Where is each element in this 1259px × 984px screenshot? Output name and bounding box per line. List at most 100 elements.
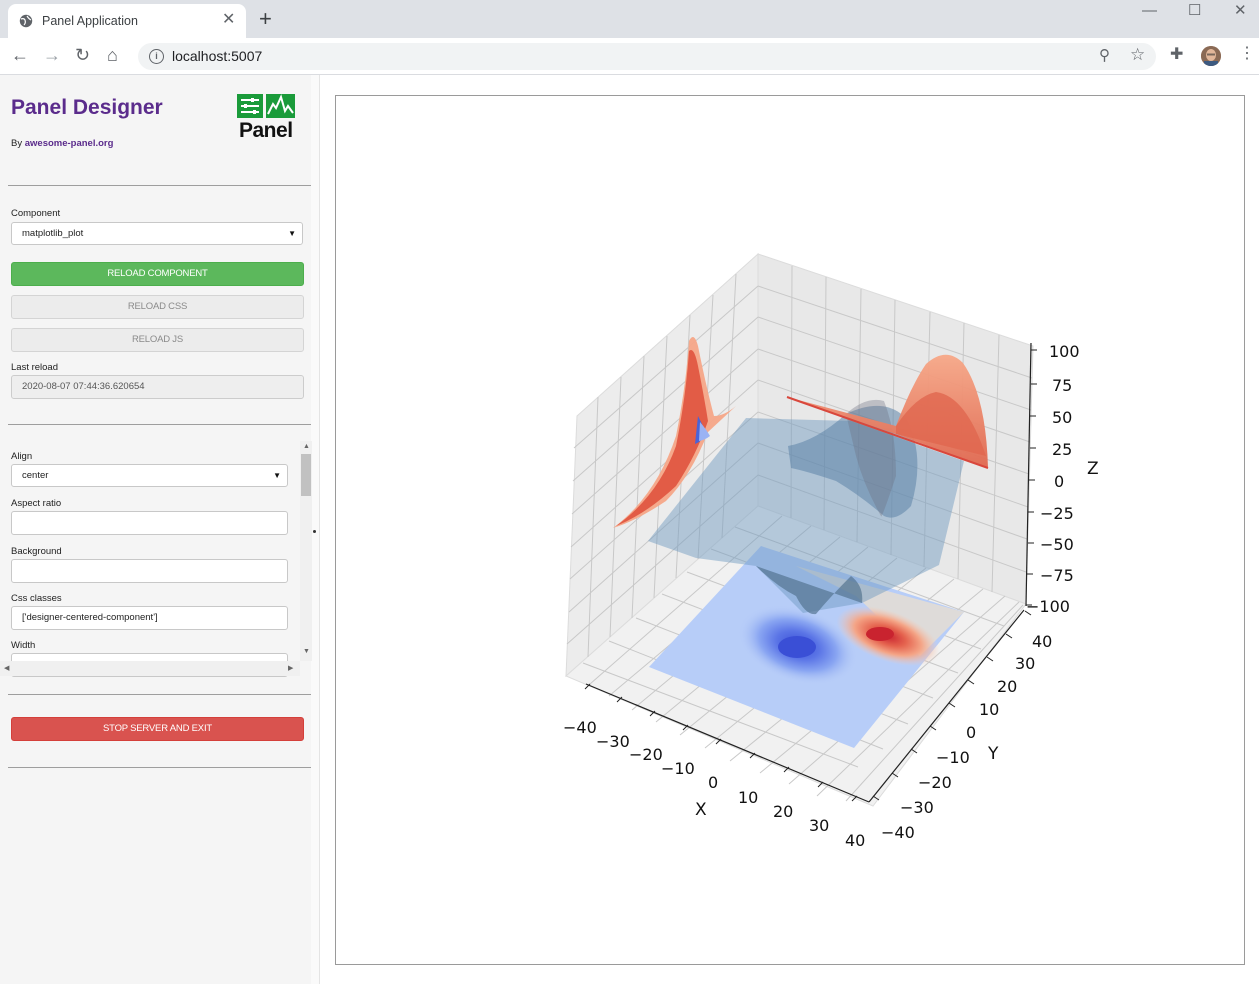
chevron-down-icon: ▼ (273, 471, 281, 480)
y-tick-label: −20 (918, 773, 952, 792)
divider (8, 185, 311, 186)
z-tick-label: −25 (1040, 504, 1074, 523)
byline-prefix: By (11, 138, 25, 149)
x-axis-label: X (695, 800, 707, 820)
floor-contour (649, 546, 964, 748)
url-text[interactable]: localhost:5007 (172, 48, 263, 64)
aspect-ratio-input[interactable] (11, 511, 288, 535)
y-wall-contour (786, 354, 989, 469)
app-title: Panel Designer (11, 96, 163, 119)
y-tick-label: 0 (966, 723, 976, 742)
z-tick-label: 75 (1052, 376, 1072, 395)
z-tick-labels: 100 75 50 25 0 −25 −50 −75 −100 (1026, 342, 1080, 616)
browser-tab-strip: Panel Application ✕ + — ☐ ✕ (0, 0, 1259, 38)
horizontal-scrollbar[interactable] (0, 661, 300, 676)
css-classes-input[interactable]: ['designer-centered-component'] (11, 606, 288, 630)
reload-css-button[interactable]: RELOAD CSS (11, 295, 304, 319)
zoom-icon[interactable]: ⚲ (1099, 47, 1110, 64)
y-tick-label: 30 (1015, 654, 1035, 673)
last-reload-field: 2020-08-07 07:44:36.620654 (11, 375, 304, 399)
x-tick-label: −20 (629, 745, 663, 764)
stop-server-button[interactable]: STOP SERVER AND EXIT (11, 717, 304, 741)
extensions-icon[interactable]: ✚ (1170, 46, 1184, 63)
home-icon[interactable]: ⌂ (107, 45, 118, 65)
divider (8, 767, 311, 768)
component-value: matplotlib_plot (22, 228, 84, 239)
scroll-left-icon[interactable]: ◀ (4, 665, 10, 672)
forward-icon[interactable]: → (43, 45, 61, 65)
width-label: Width (11, 640, 36, 651)
browser-tab[interactable]: Panel Application ✕ (8, 4, 246, 38)
browser-menu-icon[interactable]: ⋮ (1239, 45, 1255, 62)
aspect-ratio-label: Aspect ratio (11, 498, 62, 509)
x-tick-label: 10 (738, 788, 758, 807)
z-tick-label: 50 (1052, 408, 1072, 427)
y-tick-label: −40 (881, 823, 915, 842)
y-tick-labels: −40 −30 −20 −10 0 10 20 30 40 (881, 632, 1052, 842)
surface-3d-chart: 100 75 50 25 0 −25 −50 −75 −100 Z −40 −3… (563, 252, 1099, 850)
css-classes-label: Css classes (11, 593, 62, 604)
z-tick-label: −100 (1026, 597, 1070, 616)
chevron-down-icon: ▼ (288, 229, 296, 238)
y-tick-label: 10 (979, 700, 999, 719)
browser-toolbar: ← → ↻ ⌂ i localhost:5007 ⚲ ☆ ✚ ⋮ (0, 38, 1259, 75)
axis-lines (585, 342, 1032, 803)
y-tick-label: −30 (900, 798, 934, 817)
tab-title: Panel Application (42, 14, 138, 28)
divider (8, 424, 311, 425)
panel-logo-icon (237, 94, 295, 118)
axis-ticks (584, 349, 1037, 802)
minimize-icon[interactable]: — (1142, 2, 1157, 19)
reload-icon[interactable]: ↻ (75, 45, 91, 65)
scrollbar-thumb[interactable] (301, 454, 311, 496)
z-tick-label: −50 (1040, 535, 1074, 554)
scroll-up-icon[interactable]: ▲ (303, 443, 310, 450)
matplotlib-plot-pane: 100 75 50 25 0 −25 −50 −75 −100 Z −40 −3… (335, 95, 1245, 965)
background-label: Background (11, 546, 62, 557)
y-axis-label: Y (987, 744, 999, 764)
address-bar[interactable]: i localhost:5007 ⚲ ☆ (138, 43, 1156, 70)
window-close-icon[interactable]: ✕ (1234, 2, 1247, 19)
x-tick-label: −30 (596, 732, 630, 751)
globe-icon (19, 14, 33, 28)
z-tick-label: 0 (1054, 472, 1064, 491)
z-tick-label: 25 (1052, 440, 1072, 459)
splitter[interactable] (311, 75, 320, 984)
reload-js-button[interactable]: RELOAD JS (11, 328, 304, 352)
panel-logo-text: Panel (239, 119, 293, 142)
background-input[interactable] (11, 559, 288, 583)
y-tick-label: 20 (997, 677, 1017, 696)
x-tick-label: 20 (773, 802, 793, 821)
back-icon[interactable]: ← (11, 45, 29, 65)
last-reload-label: Last reload (11, 362, 59, 373)
maximize-icon[interactable]: ☐ (1188, 2, 1202, 19)
z-tick-label: −75 (1040, 566, 1074, 585)
z-tick-label: 100 (1049, 342, 1080, 361)
splitter-handle-icon[interactable] (313, 530, 316, 533)
divider (8, 694, 311, 695)
component-label: Component (11, 208, 61, 219)
x-tick-label: −40 (563, 718, 597, 737)
scroll-right-icon[interactable]: ▶ (288, 665, 294, 672)
z-axis-label: Z (1087, 459, 1099, 479)
x-tick-label: 0 (708, 773, 718, 792)
y-tick-label: −10 (936, 748, 970, 767)
awesome-panel-link[interactable]: awesome-panel.org (24, 138, 114, 149)
byline: By awesome-panel.org (11, 138, 113, 149)
parameters-scroll-area[interactable]: Align center ▼ Aspect ratio Background C… (0, 440, 312, 678)
profile-face-icon (1201, 46, 1221, 66)
align-label: Align (11, 451, 33, 462)
bookmark-star-icon[interactable]: ☆ (1130, 45, 1146, 64)
close-tab-icon[interactable]: ✕ (222, 11, 236, 28)
site-info-icon[interactable]: i (149, 49, 164, 64)
scroll-down-icon[interactable]: ▼ (303, 648, 310, 655)
y-tick-label: 40 (1032, 632, 1052, 651)
align-select[interactable]: center ▼ (11, 464, 288, 487)
x-tick-label: 30 (809, 816, 829, 835)
new-tab-button[interactable]: + (259, 6, 272, 31)
vertical-scrollbar[interactable] (300, 441, 312, 661)
component-select[interactable]: matplotlib_plot ▼ (11, 222, 303, 245)
reload-component-button[interactable]: RELOAD COMPONENT (11, 262, 304, 286)
profile-avatar[interactable] (1201, 46, 1221, 66)
x-tick-label: −10 (661, 759, 695, 778)
